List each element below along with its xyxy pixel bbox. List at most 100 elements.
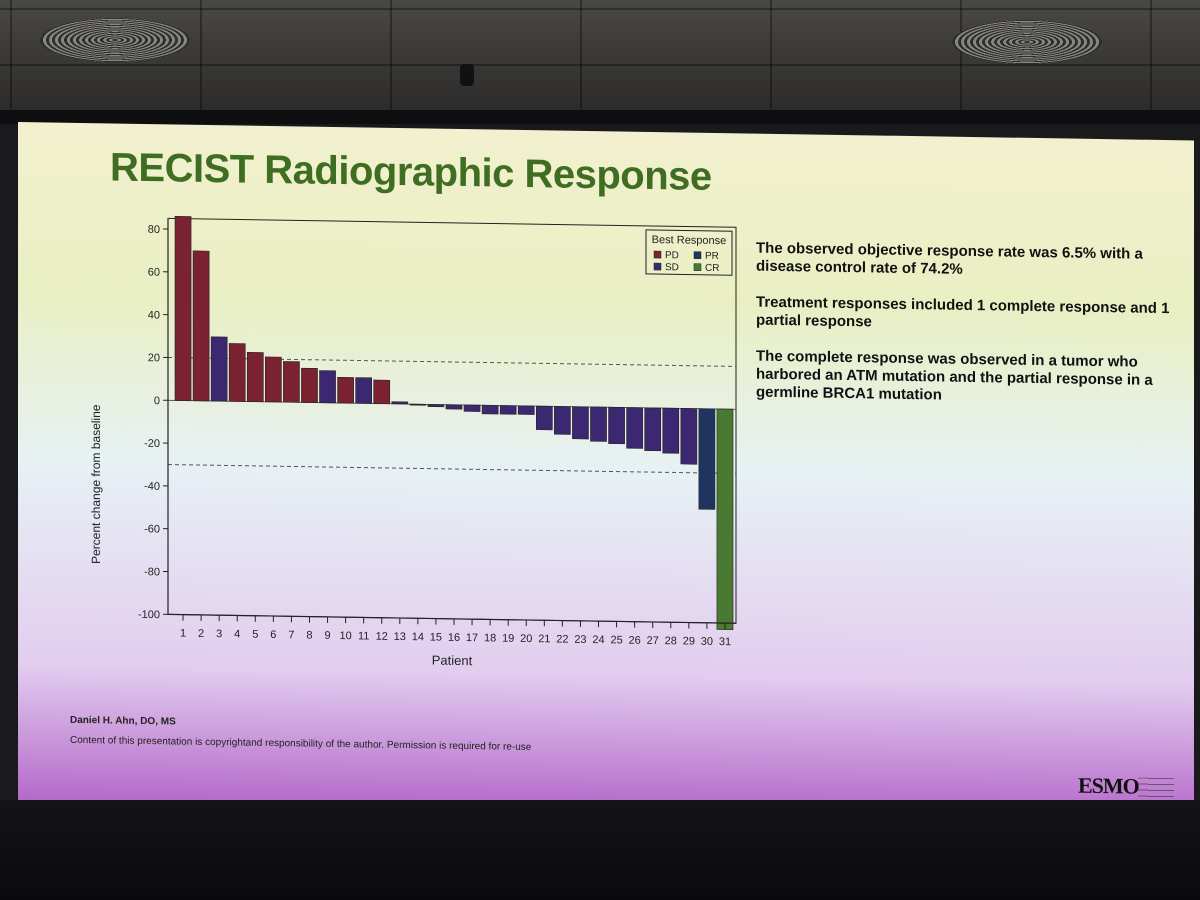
x-tick-label: 12 bbox=[376, 631, 388, 643]
x-tick-label: 2 bbox=[198, 628, 204, 640]
y-tick-label: 20 bbox=[148, 352, 160, 364]
bar-patient-14 bbox=[409, 403, 427, 406]
legend-swatch-cr bbox=[693, 263, 702, 271]
bar-patient-31 bbox=[716, 408, 734, 630]
y-tick-label: 0 bbox=[154, 395, 160, 407]
ceiling-vent-left bbox=[40, 18, 190, 62]
bar-patient-22 bbox=[554, 406, 571, 435]
x-tick-label: 5 bbox=[252, 629, 258, 641]
legend-label-pd: PD bbox=[665, 250, 679, 261]
bar-patient-15 bbox=[427, 404, 445, 408]
legend-box bbox=[645, 229, 733, 276]
bar-patient-8 bbox=[301, 367, 318, 403]
y-tick-label: 60 bbox=[148, 267, 160, 279]
ceiling-vent-right bbox=[952, 20, 1102, 64]
x-tick-label: 4 bbox=[234, 628, 240, 640]
bar-patient-30 bbox=[698, 408, 716, 510]
x-tick-label: 14 bbox=[412, 631, 424, 643]
screen-frame bbox=[0, 110, 1200, 124]
x-tick-label: 23 bbox=[574, 634, 586, 646]
x-tick-label: 8 bbox=[306, 630, 312, 642]
x-tick-label: 30 bbox=[701, 636, 713, 648]
x-tick-label: 28 bbox=[665, 635, 677, 647]
x-tick-label: 26 bbox=[629, 635, 641, 647]
bar-patient-6 bbox=[265, 356, 282, 403]
bar-patient-3 bbox=[210, 336, 228, 402]
room-floor bbox=[0, 800, 1200, 900]
y-tick-label: -100 bbox=[138, 609, 160, 621]
bar-patient-16 bbox=[445, 404, 463, 410]
x-tick-label: 13 bbox=[394, 631, 406, 643]
x-tick-label: 21 bbox=[538, 633, 550, 645]
bar-patient-5 bbox=[246, 352, 264, 403]
bar-patient-9 bbox=[319, 370, 336, 404]
x-tick-label: 7 bbox=[288, 629, 294, 641]
bullet-mutations: The complete response was observed in a … bbox=[756, 347, 1153, 404]
x-tick-label: 27 bbox=[647, 635, 659, 647]
bar-patient-4 bbox=[228, 343, 246, 402]
y-axis-title: Percent change from baseline bbox=[89, 404, 103, 565]
y-tick-label: -20 bbox=[144, 438, 160, 450]
bar-patient-2 bbox=[192, 250, 210, 402]
author-name: Daniel H. Ahn, DO, MS bbox=[70, 714, 176, 728]
x-tick-label: 16 bbox=[448, 632, 460, 644]
legend-label-cr: CR bbox=[705, 263, 719, 274]
legend-title: Best Response bbox=[652, 234, 727, 247]
bar-patient-20 bbox=[517, 405, 535, 415]
slide-title: RECIST Radiographic Response bbox=[110, 145, 712, 199]
legend-swatch-pr bbox=[693, 251, 702, 259]
esmo-logo-text: ESMO bbox=[1078, 772, 1139, 799]
x-axis-title: Patient bbox=[432, 653, 473, 669]
reference-line-1 bbox=[168, 464, 736, 474]
copyright-notice: Content of this presentation is copyrigh… bbox=[70, 734, 532, 754]
bar-patient-29 bbox=[680, 408, 698, 465]
x-tick-label: 11 bbox=[358, 630, 369, 642]
y-tick-label: -40 bbox=[144, 481, 160, 493]
x-tick-label: 24 bbox=[592, 634, 604, 646]
bar-patient-10 bbox=[337, 376, 354, 404]
y-tick-label: -80 bbox=[144, 566, 160, 578]
y-tick-label: 40 bbox=[148, 309, 160, 321]
y-tick-label: -60 bbox=[144, 523, 160, 535]
bar-patient-24 bbox=[590, 406, 607, 442]
x-tick-label: 3 bbox=[216, 628, 222, 640]
x-tick-label: 9 bbox=[324, 630, 330, 642]
x-tick-label: 15 bbox=[430, 631, 442, 643]
x-tick-label: 22 bbox=[556, 633, 568, 645]
x-tick-label: 1 bbox=[180, 628, 186, 640]
legend-label-pr: PR bbox=[705, 251, 719, 262]
bar-patient-25 bbox=[608, 406, 625, 445]
bullet-responses: Treatment responses included 1 complete … bbox=[756, 293, 1170, 331]
bar-patient-26 bbox=[626, 407, 643, 449]
bar-patient-17 bbox=[463, 404, 481, 412]
presentation-slide: RECIST Radiographic Response -100 -80 -60 -… bbox=[18, 122, 1194, 821]
bar-patient-18 bbox=[481, 404, 499, 415]
x-tick-label: 20 bbox=[520, 633, 532, 645]
bar-patient-21 bbox=[535, 405, 553, 431]
ceiling-fixture bbox=[460, 64, 474, 86]
bar-patient-1 bbox=[174, 216, 192, 401]
x-tick-label: 17 bbox=[466, 632, 478, 644]
summary-text: The observed objective response rate was… bbox=[756, 240, 1186, 427]
x-tick-label: 10 bbox=[339, 630, 351, 642]
legend-swatch-pd bbox=[653, 250, 662, 259]
bar-patient-11 bbox=[355, 377, 373, 404]
x-tick-label: 18 bbox=[484, 632, 496, 644]
bar-patient-23 bbox=[572, 406, 589, 440]
y-tick-label: 80 bbox=[148, 224, 160, 236]
esmo-logo-tagline bbox=[1138, 777, 1174, 799]
legend-swatch-sd bbox=[653, 262, 662, 271]
x-tick-label: 29 bbox=[683, 635, 695, 647]
legend-label-sd: SD bbox=[665, 262, 679, 273]
x-tick-label: 25 bbox=[610, 634, 622, 646]
bar-patient-7 bbox=[283, 361, 300, 403]
bullet-orr: The observed objective response rate was… bbox=[756, 239, 1143, 278]
x-axis-line bbox=[168, 613, 736, 624]
x-tick-label: 6 bbox=[270, 629, 276, 641]
bar-patient-12 bbox=[373, 379, 391, 405]
bar-patient-19 bbox=[499, 405, 517, 415]
x-tick-label: 19 bbox=[502, 633, 514, 645]
esmo-logo: ESMO bbox=[1078, 773, 1178, 803]
bar-patient-13 bbox=[391, 401, 409, 405]
